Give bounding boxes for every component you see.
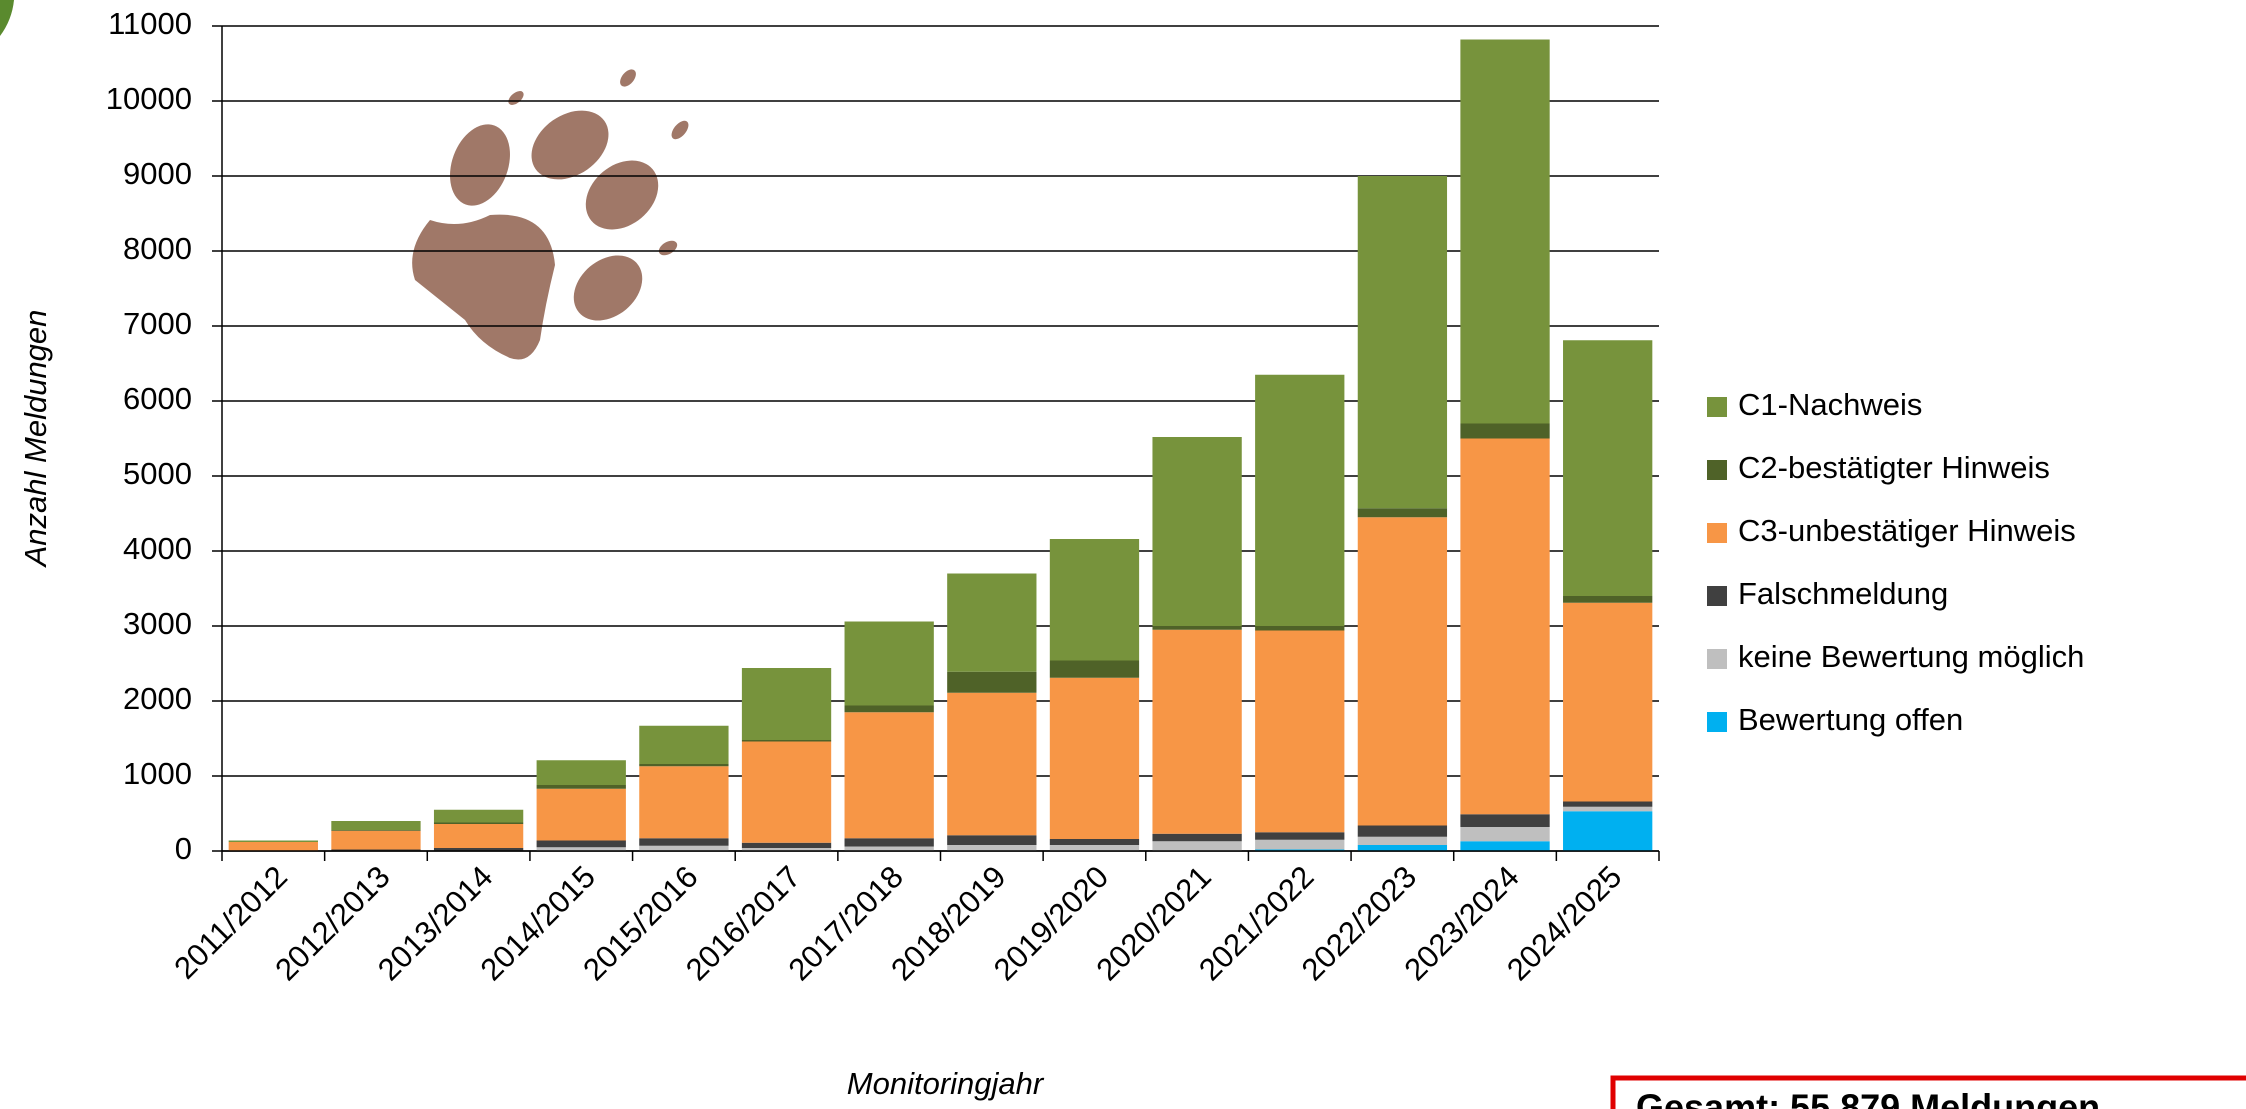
y-tick-label: 7000 — [123, 306, 192, 341]
bar-segment — [947, 671, 1037, 693]
bar-segment — [1460, 39, 1550, 424]
bar-segment — [639, 725, 729, 764]
bar-segment — [1255, 832, 1345, 840]
bar-segment — [1460, 423, 1550, 439]
y-tick-label: 1000 — [123, 756, 192, 791]
bar-segment — [741, 842, 832, 848]
bar-segment — [1152, 833, 1242, 842]
y-tick-label: 9000 — [123, 156, 192, 191]
bar-segment — [228, 840, 318, 842]
bar-segment — [331, 821, 421, 830]
y-tick-label: 10000 — [106, 81, 192, 116]
y-tick-label: 3000 — [123, 606, 192, 641]
bar-segment — [1357, 508, 1448, 518]
bar-segment — [1049, 845, 1140, 851]
bar-segment — [331, 830, 421, 850]
bar-segment — [639, 838, 729, 846]
y-axis-title: Anzahl Meldungen — [18, 310, 53, 569]
legend-swatch — [1707, 523, 1727, 543]
bar-segment — [536, 788, 626, 841]
bar-segment — [1563, 596, 1653, 603]
annotation-box — [1610, 1075, 2246, 1109]
bar-segment — [1460, 827, 1550, 842]
legend-swatch — [1707, 712, 1727, 732]
bar-segment — [1460, 841, 1550, 851]
y-tick-label: 0 — [175, 831, 192, 866]
bar-segment — [1255, 626, 1345, 631]
bar-segment — [741, 741, 832, 843]
y-tick-label: 2000 — [123, 681, 192, 716]
bar-segment — [433, 824, 524, 848]
bar-segment — [1049, 839, 1140, 845]
bar-segment — [947, 835, 1037, 845]
bar-segment — [433, 848, 524, 851]
bar-segment — [1563, 811, 1653, 851]
bar-segment — [1563, 602, 1653, 802]
bar-segment — [1255, 630, 1345, 833]
y-tick-label: 11000 — [108, 6, 192, 41]
annotation: Gesamt: 55.879 Meldungen — [1636, 1087, 2100, 1109]
bar-segment — [331, 830, 421, 831]
bar-segment — [1357, 517, 1448, 826]
legend-swatch — [1707, 586, 1727, 606]
bar-segment — [1563, 806, 1653, 812]
bar-segment — [433, 822, 524, 824]
bar-segment — [536, 760, 626, 785]
bar-segment — [639, 766, 729, 839]
paw-icon — [412, 69, 689, 360]
legend-label: keine Bewertung möglich — [1738, 639, 2084, 674]
corner-decoration — [0, 0, 14, 36]
bar-segment — [1049, 539, 1140, 661]
bar-segment — [536, 840, 626, 848]
bar-segment — [1152, 437, 1242, 626]
y-tick-label: 8000 — [123, 231, 192, 266]
bar-segment — [639, 845, 729, 851]
bar-segment — [1460, 814, 1550, 827]
bar-segment — [1357, 836, 1448, 845]
bar-segment — [844, 838, 934, 847]
bar-segment — [1563, 801, 1653, 807]
y-tick-label: 6000 — [123, 381, 192, 416]
bar-segment — [1357, 176, 1448, 509]
bar-segment — [947, 845, 1037, 851]
bar-segment — [1357, 845, 1448, 851]
bar-segment — [1255, 374, 1345, 626]
legend-swatch — [1707, 397, 1727, 417]
legend-label: C1-Nachweis — [1738, 387, 1922, 422]
bar-segment — [331, 849, 421, 851]
bar-segment — [1152, 841, 1242, 851]
bar-segment — [844, 621, 934, 706]
legend-swatch — [1707, 460, 1727, 480]
bar-segment — [639, 764, 729, 767]
bar-segment — [228, 842, 318, 851]
legend-label: Falschmeldung — [1738, 576, 1948, 611]
bar-segment — [741, 668, 832, 740]
bar-segment — [947, 692, 1037, 836]
bar-segment — [1255, 839, 1345, 850]
bar-segment — [844, 705, 934, 713]
legend-label: Bewertung offen — [1738, 702, 1963, 737]
bar-segment — [1049, 660, 1140, 678]
bar-segment — [1049, 677, 1140, 839]
y-tick-label: 4000 — [123, 531, 192, 566]
bar-segment — [844, 712, 934, 839]
bar-segment — [536, 785, 626, 789]
legend-label: C3-unbestätiger Hinweis — [1738, 513, 2076, 548]
bar-segment — [536, 847, 626, 851]
bar-segment — [947, 573, 1037, 672]
legend-swatch — [1707, 649, 1727, 669]
x-axis-title: Monitoringjahr — [847, 1066, 1045, 1101]
y-tick-label: 5000 — [123, 456, 192, 491]
bar-segment — [1460, 438, 1550, 815]
bar-segment — [1357, 825, 1448, 837]
legend-label: C2-bestätigter Hinweis — [1738, 450, 2050, 485]
bar-segment — [741, 848, 832, 851]
bar-segment — [1563, 340, 1653, 596]
bar-segment — [1152, 626, 1242, 630]
bar-segment — [433, 809, 524, 823]
bar-segment — [741, 740, 832, 742]
bar-segment — [844, 846, 934, 851]
bar-segment — [1152, 629, 1242, 834]
